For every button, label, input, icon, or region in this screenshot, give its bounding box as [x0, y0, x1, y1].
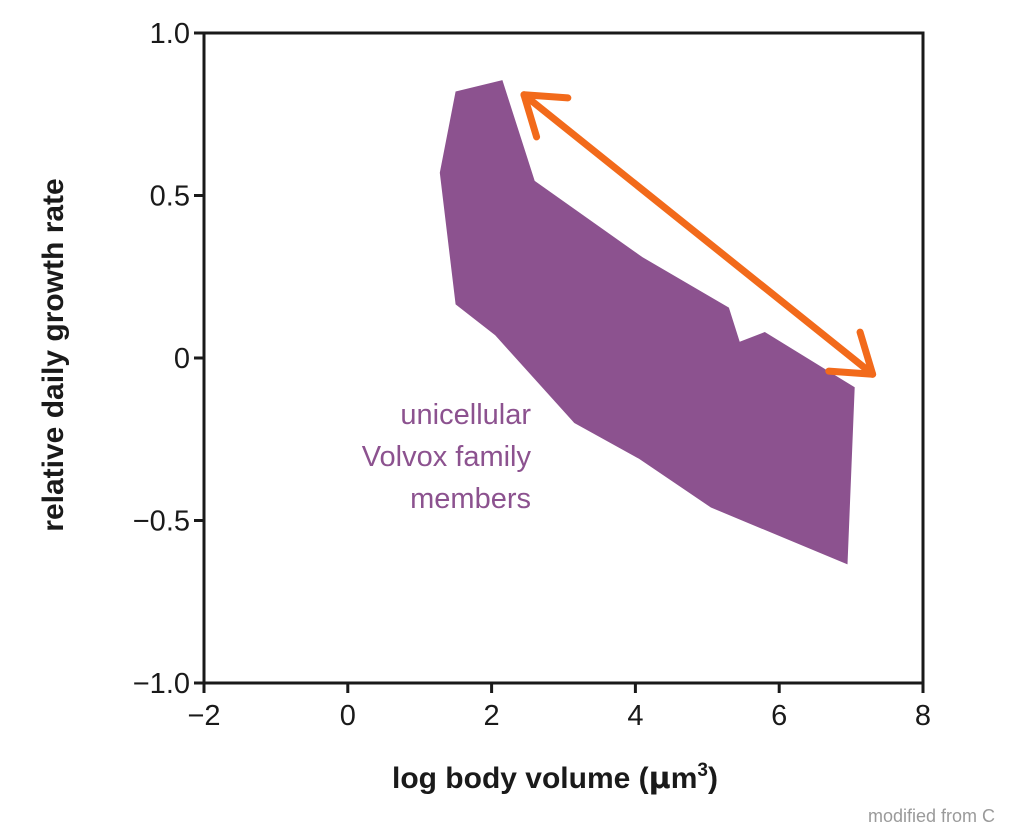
credit-text: modified from C — [868, 806, 996, 826]
y-tick-label: −0.5 — [133, 506, 190, 538]
arrow-head-stroke — [825, 367, 877, 378]
x-tick-label: −2 — [187, 700, 220, 732]
y-tick-label: −1.0 — [133, 668, 190, 700]
region-label-line: Volvox family — [362, 441, 532, 473]
region-label-line: members — [410, 483, 531, 515]
x-axis-title-unit: m — [671, 762, 698, 795]
arrow-head-stroke — [856, 328, 877, 378]
x-axis-title-exponent: 3 — [697, 760, 708, 781]
x-axis-title-close: ) — [708, 762, 718, 795]
x-tick-label: 6 — [771, 700, 787, 732]
y-tick-label: 1.0 — [150, 18, 190, 50]
x-axis-title: log body volume (μm3) — [392, 760, 718, 796]
double-arrow-annotation — [520, 91, 877, 378]
arrow-head-stroke — [520, 91, 541, 141]
x-tick-label: 0 — [340, 700, 356, 732]
region-unicellular-volvox — [439, 80, 855, 565]
x-tick-label: 2 — [484, 700, 500, 732]
x-tick-label: 4 — [627, 700, 643, 732]
x-axis-title-mu: μ — [649, 761, 671, 796]
region-label: unicellular Volvox family members — [362, 399, 532, 515]
y-axis-title: relative daily growth rate — [37, 178, 70, 531]
x-tick-label: 8 — [915, 700, 931, 732]
arrow-head-stroke — [520, 91, 572, 102]
arrow-shaft — [522, 93, 874, 376]
x-axis-title-main: log body volume ( — [392, 762, 649, 795]
y-tick-label: 0.5 — [150, 181, 190, 213]
y-tick-label: 0 — [174, 343, 190, 375]
region-label-line: unicellular — [400, 399, 531, 431]
